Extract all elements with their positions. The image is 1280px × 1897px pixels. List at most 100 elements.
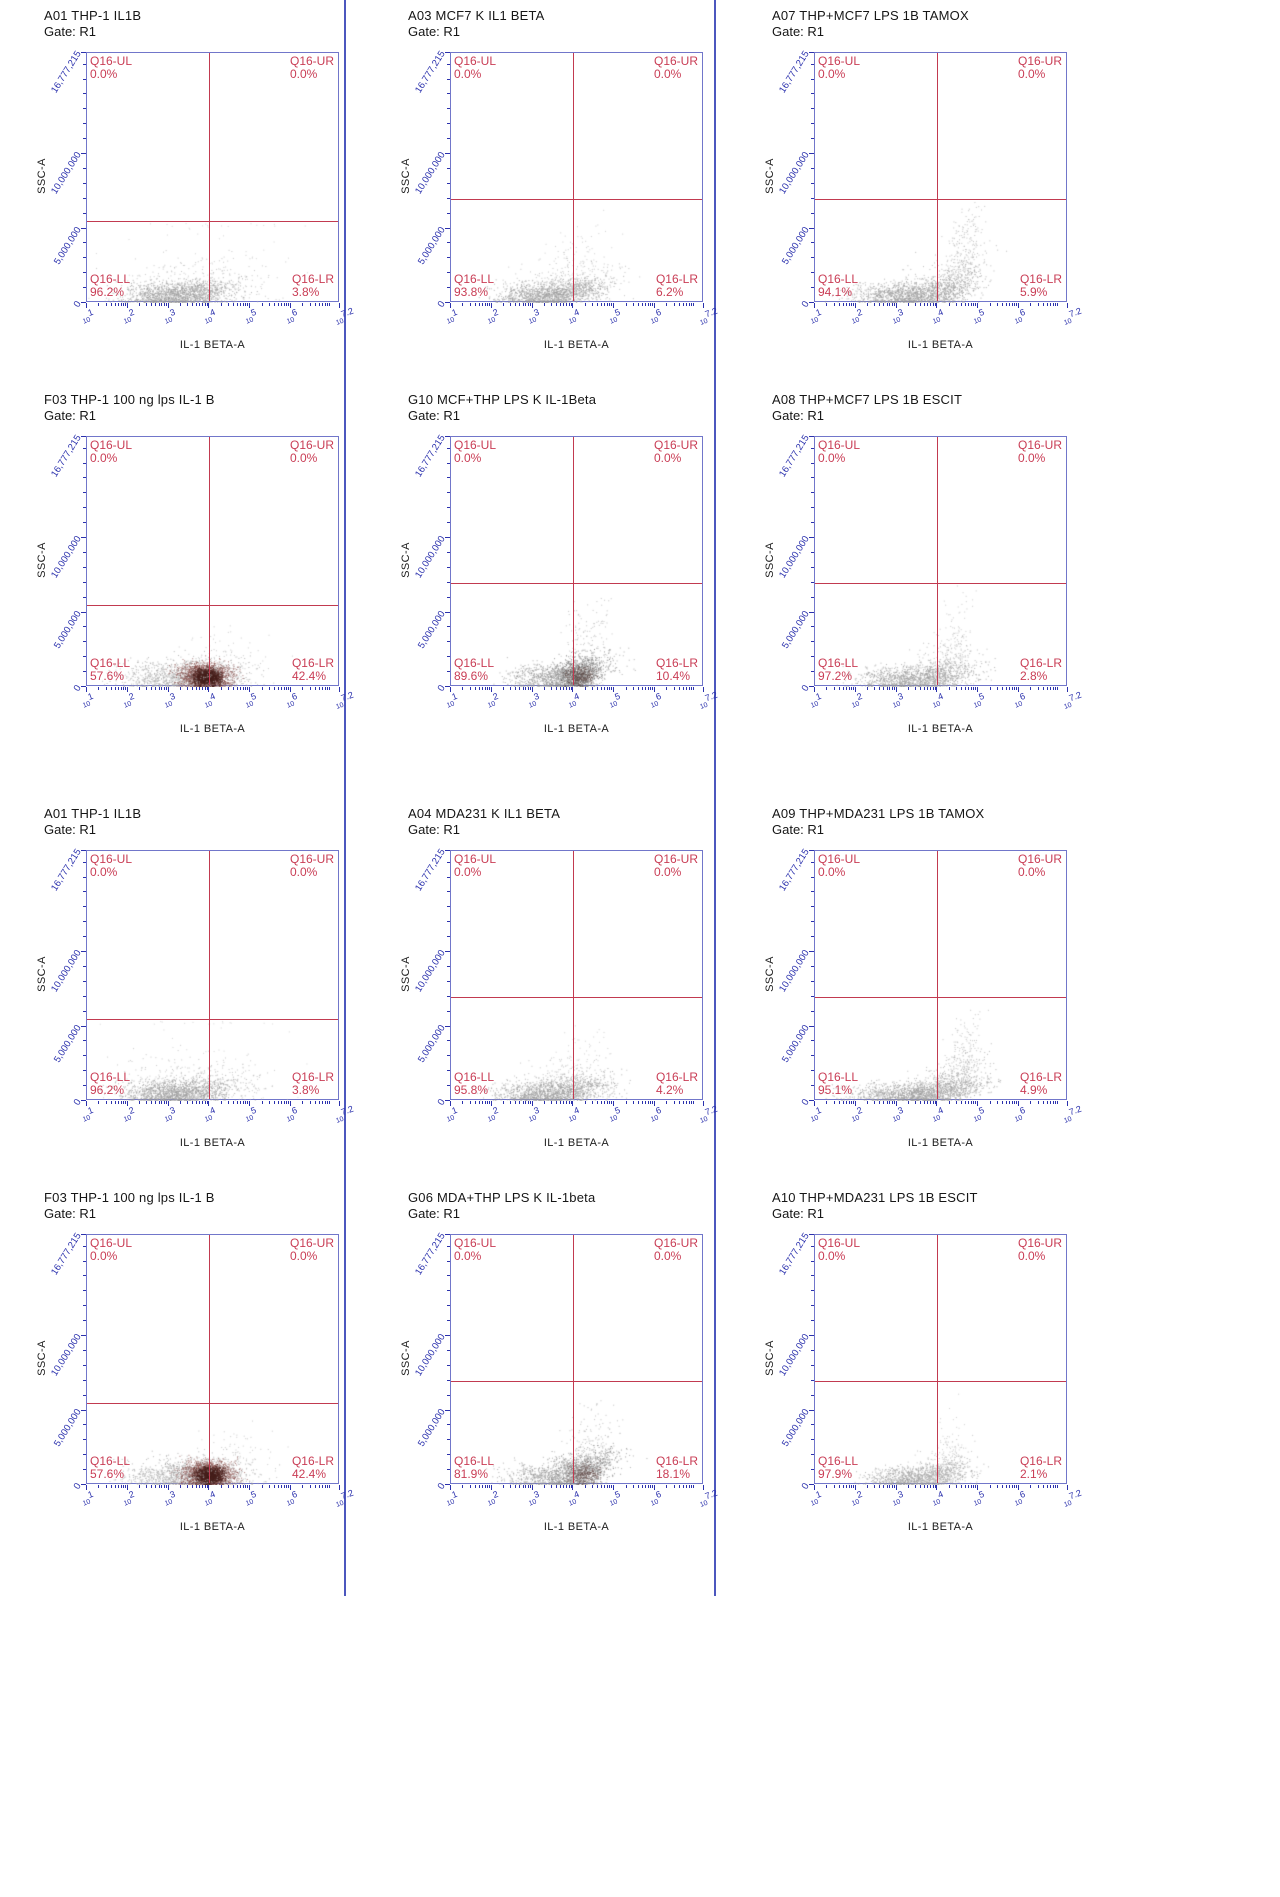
plot-title: G06 MDA+THP LPS K IL-1beta — [408, 1190, 596, 1205]
x-minor-tick — [678, 303, 680, 306]
x-minor-tick — [202, 303, 204, 306]
y-minor-tick — [447, 197, 450, 199]
x-minor-tick — [584, 1485, 586, 1488]
y-minor-tick — [83, 861, 86, 863]
y-minor-tick — [447, 78, 450, 80]
y-minor-tick — [447, 182, 450, 184]
quadrant-pct-ul: 0.0% — [818, 1249, 846, 1263]
y-minor-tick — [83, 596, 86, 598]
x-minor-tick — [996, 1485, 998, 1488]
y-major-tick — [809, 227, 814, 229]
x-minor-tick — [503, 303, 505, 306]
x-minor-tick — [568, 1485, 570, 1488]
x-minor-tick — [1011, 1101, 1013, 1104]
x-minor-tick — [462, 1101, 464, 1104]
y-major-tick — [81, 1484, 86, 1485]
quadrant-name-lr: Q16-LR — [655, 272, 698, 286]
y-tick-label: 16,777,215 — [49, 433, 84, 480]
x-major-tick — [936, 687, 938, 692]
x-minor-tick — [1011, 1485, 1013, 1488]
x-tick-label: 105 — [971, 1489, 988, 1509]
x-minor-tick — [1014, 1485, 1016, 1488]
x-minor-tick — [597, 1101, 598, 1104]
x-minor-tick — [845, 1101, 847, 1104]
x-axis-title: IL-1 BETA-A — [179, 1521, 246, 1533]
x-tick-base: 10 — [609, 1114, 619, 1124]
x-minor-tick — [604, 303, 606, 306]
x-minor-tick — [206, 303, 208, 306]
x-tick-label: 104 — [202, 691, 219, 711]
y-minor-tick — [811, 287, 814, 289]
y-tick-label: 0 — [71, 1481, 84, 1492]
x-major-tick — [126, 1101, 128, 1106]
x-minor-tick — [529, 687, 531, 690]
x-minor-tick — [874, 687, 876, 690]
x-minor-tick — [525, 303, 527, 306]
plot-frame: Q16-UL 0.0% Q16-UR 0.0% Q16-LL 96.2% Q16… — [86, 850, 340, 1101]
x-minor-tick — [886, 1101, 888, 1104]
x-minor-tick — [192, 687, 194, 690]
x-minor-tick — [883, 687, 885, 690]
quadrant-ur: Q16-UR 0.0% — [654, 853, 698, 879]
quadrant-name-ll: Q16-LL — [454, 1454, 495, 1468]
x-minor-tick — [302, 1485, 304, 1488]
x-tick-base: 10 — [568, 1114, 579, 1124]
quadrant-pct-lr: 10.4% — [655, 669, 690, 683]
y-minor-tick — [83, 242, 86, 244]
x-tick-base: 10 — [973, 700, 983, 710]
x-tick-label: 103 — [889, 1105, 906, 1125]
y-tick-label: 5,000,000 — [51, 608, 84, 651]
x-major-tick — [208, 303, 210, 308]
quadrant-pct-ll: 95.8% — [454, 1083, 489, 1097]
x-minor-tick — [570, 687, 572, 690]
y-minor-tick — [811, 63, 814, 65]
x-tick-label: 101 — [443, 307, 460, 327]
x-minor-tick — [637, 303, 639, 306]
quadrant-ul: Q16-UL 0.0% — [90, 439, 132, 465]
y-axis-title: SSC-A — [36, 956, 48, 992]
y-minor-tick — [811, 477, 814, 479]
x-major-tick — [977, 1485, 979, 1490]
x-minor-tick — [481, 303, 483, 306]
scatter-canvas — [815, 53, 1068, 303]
y-minor-tick — [447, 138, 450, 140]
x-major-tick — [977, 687, 979, 692]
y-major-tick — [81, 1100, 86, 1101]
quadrant-pct-lr: 5.9% — [1019, 285, 1048, 299]
quadrant-name-ul: Q16-UL — [454, 54, 497, 68]
y-minor-tick — [447, 1394, 450, 1396]
x-minor-tick — [268, 303, 270, 306]
x-minor-tick — [1042, 1101, 1044, 1104]
scatter-canvas — [815, 437, 1068, 687]
x-minor-tick — [682, 1485, 684, 1488]
y-minor-tick — [447, 1010, 450, 1012]
x-minor-tick — [874, 1101, 876, 1104]
x-tick-base: 10 — [204, 1498, 215, 1508]
x-minor-tick — [1052, 1485, 1054, 1488]
y-tick-label: 0 — [71, 299, 84, 310]
x-minor-tick — [625, 687, 627, 690]
x-minor-tick — [286, 687, 288, 690]
x-minor-tick — [948, 1485, 950, 1488]
x-minor-tick — [281, 687, 282, 690]
x-axis-title: IL-1 BETA-A — [179, 339, 246, 351]
x-minor-tick — [204, 1101, 206, 1104]
x-minor-tick — [268, 1485, 270, 1488]
quadrant-ur: Q16-UR 0.0% — [1018, 1237, 1062, 1263]
y-major-tick — [81, 227, 86, 229]
x-minor-tick — [560, 1485, 562, 1488]
x-minor-tick — [568, 1101, 570, 1104]
quadrant-pct-lr: 18.1% — [655, 1467, 690, 1481]
x-minor-tick — [527, 303, 529, 306]
y-minor-tick — [811, 492, 814, 494]
x-minor-tick — [566, 303, 568, 306]
x-major-tick — [531, 1101, 533, 1106]
x-minor-tick — [158, 1101, 160, 1104]
x-minor-tick — [879, 1101, 881, 1104]
quadrant-ur: Q16-UR 0.0% — [654, 1237, 698, 1263]
x-minor-tick — [204, 687, 206, 690]
quadrant-ur: Q16-UR 0.0% — [290, 1237, 334, 1263]
x-major-tick — [895, 1485, 897, 1490]
x-minor-tick — [321, 303, 323, 306]
y-minor-tick — [811, 1394, 814, 1396]
